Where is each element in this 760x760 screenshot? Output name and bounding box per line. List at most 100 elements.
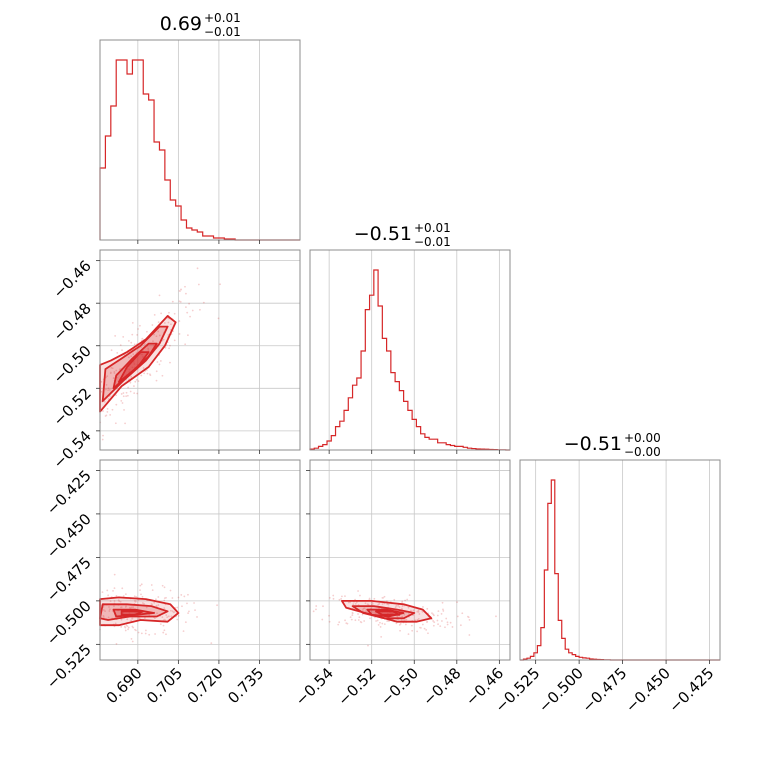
scatter-point	[169, 589, 172, 592]
scatter-point	[101, 591, 104, 594]
scatter-point	[142, 356, 144, 358]
scatter-point	[155, 379, 158, 382]
scatter-point	[125, 605, 128, 608]
panel-1-1	[309, 249, 511, 454]
scatter-point	[110, 366, 113, 369]
scatter-point	[401, 600, 404, 603]
scatter-point	[163, 322, 166, 324]
scatter-point	[134, 628, 136, 631]
scatter-point	[109, 371, 112, 374]
scatter-point	[345, 622, 348, 625]
scatter-point	[151, 589, 154, 592]
scatter-point	[104, 415, 107, 417]
scatter-point	[133, 363, 136, 365]
scatter-point	[144, 632, 147, 635]
scatter-point	[426, 607, 429, 610]
panel-2-1: −0.54−0.52−0.50−0.48−0.46	[292, 459, 511, 709]
scatter-point	[168, 311, 170, 314]
scatter-point	[132, 353, 135, 356]
scatter-point	[155, 370, 158, 373]
scatter-point	[436, 619, 439, 622]
scatter-point	[123, 409, 125, 411]
scatter-point	[113, 605, 115, 607]
scatter-point	[179, 290, 181, 293]
scatter-point	[137, 328, 139, 330]
scatter-point	[109, 600, 112, 603]
scatter-point	[161, 616, 164, 619]
scatter-point	[408, 594, 411, 596]
scatter-point	[107, 389, 110, 392]
scatter-point	[440, 612, 443, 615]
scatter-point	[383, 623, 386, 626]
scatter-point	[124, 593, 127, 595]
scatter-point	[127, 356, 130, 359]
scatter-point	[321, 618, 324, 621]
scatter-point	[158, 294, 161, 297]
scatter-point	[113, 372, 116, 374]
scatter-point	[315, 605, 318, 607]
scatter-point	[202, 301, 205, 304]
scatter-point	[117, 599, 120, 602]
scatter-point	[399, 622, 402, 625]
scatter-point	[164, 346, 167, 349]
scatter-point	[162, 631, 165, 634]
x-tick-label: −0.425	[665, 664, 717, 716]
scatter-point	[157, 330, 160, 333]
scatter-point	[359, 594, 361, 597]
scatter-point	[193, 602, 195, 604]
scatter-point	[112, 377, 115, 379]
scatter-point	[165, 633, 167, 636]
scatter-point	[468, 634, 471, 636]
scatter-point	[135, 629, 137, 632]
scatter-point	[357, 590, 359, 592]
scatter-point	[401, 605, 404, 608]
scatter-point	[135, 378, 138, 381]
scatter-point	[407, 633, 410, 636]
scatter-point	[167, 321, 170, 324]
scatter-point	[407, 606, 410, 609]
scatter-point	[456, 601, 458, 604]
scatter-point	[338, 598, 341, 601]
x-tick-label: −0.52	[334, 664, 379, 709]
x-tick-label: 0.720	[184, 664, 227, 707]
scatter-point	[177, 614, 180, 617]
scatter-point	[130, 375, 133, 378]
scatter-point	[461, 612, 464, 615]
scatter-point	[114, 422, 117, 425]
scatter-point	[115, 403, 118, 406]
scatter-point	[495, 615, 497, 618]
panel-2-0: 0.6900.7050.7200.735−0.525−0.500−0.475−0…	[43, 459, 301, 707]
scatter-point	[114, 622, 117, 625]
scatter-point	[173, 312, 176, 315]
y-tick-label: −0.500	[43, 597, 95, 649]
scatter-point	[459, 624, 462, 627]
scatter-point	[125, 391, 128, 394]
scatter-point	[194, 609, 196, 612]
scatter-point	[155, 598, 157, 601]
scatter-point	[410, 624, 413, 627]
scatter-point	[105, 388, 107, 391]
scatter-point	[157, 604, 160, 606]
scatter-point	[141, 337, 144, 340]
scatter-point	[113, 371, 116, 373]
scatter-point	[394, 606, 397, 609]
scatter-point	[133, 385, 135, 387]
scatter-point	[127, 339, 130, 342]
scatter-point	[432, 613, 435, 616]
y-tick-label: −0.50	[50, 342, 95, 387]
scatter-point	[156, 361, 159, 363]
scatter-point	[107, 387, 110, 390]
scatter-point	[364, 602, 367, 605]
scatter-point	[441, 620, 443, 622]
scatter-point	[312, 610, 315, 613]
scatter-point	[156, 612, 158, 615]
contour-3	[118, 351, 150, 383]
scatter-point	[177, 596, 180, 599]
scatter-point	[122, 395, 125, 398]
scatter-point	[357, 619, 360, 621]
scatter-point	[124, 422, 126, 425]
scatter-point	[187, 334, 189, 337]
scatter-point	[140, 353, 142, 355]
contour-3	[375, 610, 401, 616]
